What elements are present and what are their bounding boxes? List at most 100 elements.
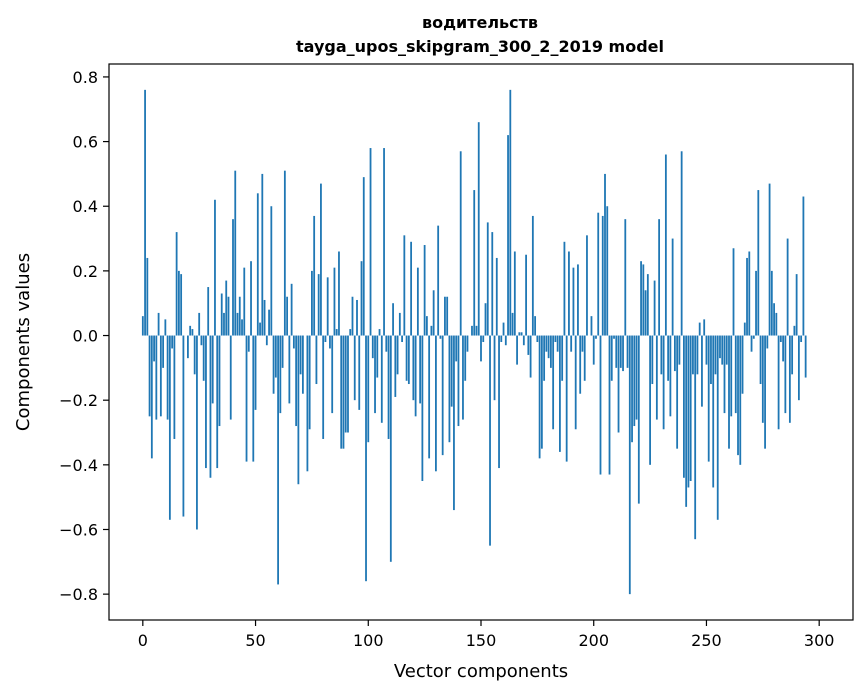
- bar-68: [295, 335, 298, 427]
- bar-225: [649, 335, 651, 465]
- bar-25: [198, 312, 201, 336]
- bar-26: [200, 335, 203, 346]
- bar-49: [252, 335, 255, 462]
- bar-248: [701, 335, 703, 407]
- bar-35: [220, 293, 223, 336]
- bar-96: [358, 335, 361, 410]
- bar-85: [333, 267, 336, 336]
- bar-73: [306, 335, 309, 472]
- bar-140: [457, 335, 460, 427]
- bar-238: [678, 335, 681, 365]
- bar-157: [495, 257, 498, 336]
- bar-201: [595, 335, 597, 339]
- bar-58: [272, 335, 275, 394]
- bar-143: [464, 335, 467, 381]
- bar-208: [610, 335, 613, 381]
- bar-40: [232, 219, 234, 336]
- bar-4: [150, 335, 153, 459]
- bar-80: [322, 335, 325, 439]
- bar-146: [471, 325, 473, 336]
- bar-152: [484, 303, 487, 336]
- bar-69: [297, 335, 300, 485]
- bar-216: [628, 335, 631, 595]
- bar-219: [635, 335, 638, 420]
- bar-56: [268, 309, 270, 336]
- bar-233: [667, 335, 670, 381]
- bar-165: [513, 251, 516, 336]
- bar-2: [146, 257, 149, 336]
- bar-285: [784, 335, 787, 414]
- bar-91: [347, 335, 349, 433]
- bar-11: [166, 335, 169, 420]
- bar-228: [655, 335, 658, 420]
- bar-184: [556, 335, 559, 352]
- bar-288: [791, 335, 794, 375]
- bar-155: [491, 232, 494, 336]
- bar-278: [768, 183, 771, 336]
- bar-82: [326, 277, 329, 336]
- bar-196: [583, 335, 586, 381]
- bar-1: [144, 89, 146, 336]
- bar-262: [732, 248, 735, 336]
- bar-21: [189, 325, 192, 336]
- x-tick-label: 0: [138, 631, 148, 650]
- bar-74: [308, 335, 311, 430]
- bar-258: [723, 335, 726, 414]
- bar-153: [486, 222, 489, 336]
- y-axis-ticks: 0.8 0.6 0.4 0.2 0.0 −0.2 −0.4 −0.6 −0.8: [59, 68, 109, 604]
- bar-267: [743, 322, 746, 336]
- bar-229: [658, 219, 661, 336]
- bar-70: [299, 335, 302, 375]
- bar-186: [561, 335, 564, 381]
- bar-125: [423, 245, 426, 336]
- bar-107: [383, 148, 385, 336]
- bar-138: [453, 335, 455, 511]
- bar-65: [288, 335, 291, 404]
- bar-272: [755, 270, 757, 336]
- bar-290: [795, 274, 798, 336]
- x-axis-label: Vector components: [394, 661, 568, 682]
- bar-244: [692, 335, 694, 375]
- bar-114: [398, 312, 401, 336]
- bar-9: [162, 335, 165, 368]
- bar-188: [565, 335, 568, 462]
- bar-172: [529, 335, 532, 378]
- y-tick-label: −0.8: [59, 585, 98, 604]
- bar-75: [311, 270, 313, 336]
- bar-102: [371, 335, 374, 359]
- bar-183: [554, 335, 557, 342]
- bar-5: [153, 335, 155, 362]
- bar-294: [804, 335, 807, 378]
- bar-284: [782, 335, 785, 362]
- bar-83: [329, 335, 331, 349]
- bar-113: [396, 335, 399, 375]
- bar-54: [263, 299, 266, 336]
- bar-104: [376, 335, 379, 378]
- bar-234: [669, 335, 672, 417]
- bar-132: [439, 335, 442, 339]
- y-tick-label: 0.6: [73, 133, 98, 152]
- bar-79: [320, 183, 322, 336]
- bar-106: [380, 335, 383, 423]
- bar-20: [187, 335, 189, 359]
- bar-88: [340, 335, 343, 449]
- x-axis-ticks: 0 50 100 150 200 250 300: [138, 620, 834, 650]
- bar-90: [344, 335, 347, 433]
- bar-282: [777, 335, 780, 430]
- bar-86: [335, 329, 338, 336]
- bar-112: [394, 335, 397, 397]
- bar-105: [378, 329, 381, 336]
- bar-171: [527, 335, 530, 355]
- bar-78: [317, 274, 320, 336]
- bar-42: [236, 312, 239, 336]
- bar-23: [193, 335, 196, 375]
- bar-182: [552, 335, 555, 430]
- bar-128: [430, 325, 433, 336]
- bar-87: [338, 251, 340, 336]
- bar-256: [719, 335, 721, 359]
- bar-110: [389, 335, 392, 562]
- bar-123: [419, 335, 422, 404]
- bar-190: [570, 335, 573, 352]
- bar-268: [746, 257, 748, 336]
- bar-14: [173, 335, 176, 439]
